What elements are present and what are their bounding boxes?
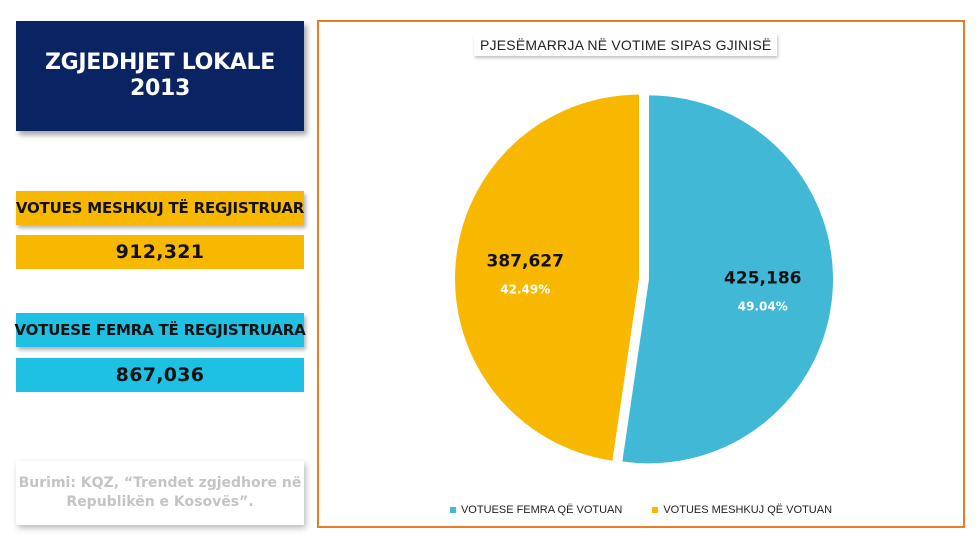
pie-slice-male (455, 94, 640, 461)
legend-label-male: VOTUES MESHKUJ QË VOTUAN (663, 504, 833, 516)
female-registered-value-box: 867,036 (16, 358, 304, 392)
male-registered-value: 912,321 (115, 241, 205, 263)
female-registered-label-box: VOTUESE FEMRA TË REGJISTRUARA (14, 313, 306, 347)
pie-percent-label-male: 42.49% (500, 282, 550, 296)
pie-slice-female (622, 95, 833, 464)
female-registered-label: VOTUESE FEMRA TË REGJISTRUARA (14, 321, 306, 339)
election-title-box: ZGJEDHJET LOKALE 2013 (16, 21, 304, 131)
legend-item-female: VOTUESE FEMRA QË VOTUAN (449, 504, 623, 516)
election-year: 2013 (129, 76, 191, 101)
source-note: Burimi: KQZ, “Trendet zgjedhore në Repub… (16, 461, 304, 525)
male-registered-label: VOTUES MESHKUJ TË REGJISTRUAR (15, 199, 305, 217)
pie-value-label-female: 425,186 (724, 269, 801, 289)
legend-item-male: VOTUES MESHKUJ QË VOTUAN (652, 504, 832, 516)
election-title: ZGJEDHJET LOKALE (44, 50, 276, 75)
source-line-2: Republikën e Kosovës”. (66, 494, 254, 510)
chart-title: PJESËMARRJA NË VOTIME SIPAS GJINISË (474, 34, 778, 56)
source-line-1: Burimi: KQZ, “Trendet zgjedhore në (18, 475, 302, 491)
chart-frame: PJESËMARRJA NË VOTIME SIPAS GJINISË 425,… (317, 20, 965, 528)
legend-label-female: VOTUESE FEMRA QË VOTUAN (460, 504, 623, 516)
female-registered-value: 867,036 (115, 364, 205, 386)
pie-percent-label-female: 49.04% (738, 300, 788, 314)
legend-swatch-female (449, 507, 456, 513)
chart-legend: VOTUESE FEMRA QË VOTUAN VOTUES MESHKUJ Q… (319, 504, 963, 516)
male-registered-value-box: 912,321 (16, 235, 304, 269)
legend-swatch-male (652, 507, 659, 513)
pie-chart: 425,186 49.04% 387,627 42.49% (455, 94, 833, 464)
pie-value-label-male: 387,627 (487, 251, 564, 271)
male-registered-label-box: VOTUES MESHKUJ TË REGJISTRUAR (16, 191, 304, 225)
